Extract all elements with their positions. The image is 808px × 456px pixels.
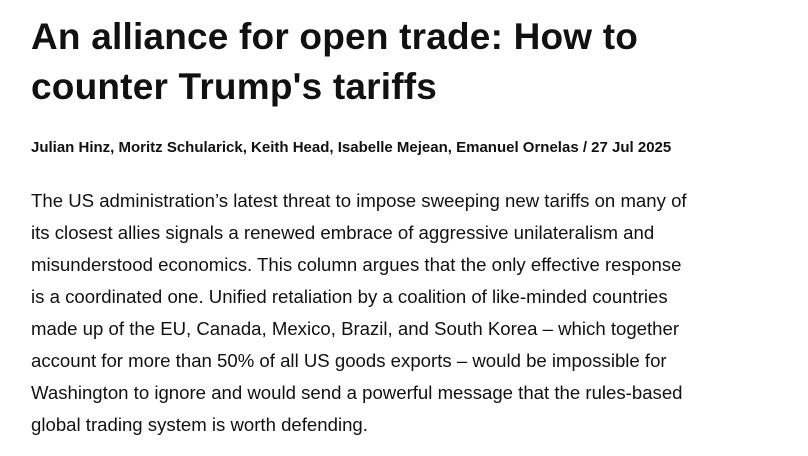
title-line: An alliance for open trade: How to	[31, 16, 639, 57]
byline: Julian Hinz, Moritz Schularick, Keith He…	[31, 139, 672, 156]
abstract-line: misunderstood economics. This column arg…	[31, 254, 682, 275]
abstract-line: The US administration’s latest threat to…	[31, 190, 687, 211]
abstract-line: account for more than 50% of all US good…	[31, 350, 667, 371]
abstract-line: made up of the EU, Canada, Mexico, Brazi…	[31, 318, 680, 339]
abstract-line: is a coordinated one. Unified retaliatio…	[31, 286, 668, 307]
abstract-line: its closest allies signals a renewed emb…	[31, 222, 655, 243]
abstract-line: global trading system is worth defending…	[31, 414, 368, 435]
abstract-line: Washington to ignore and would send a po…	[31, 382, 683, 403]
title-line: counter Trump's tariffs	[31, 66, 438, 107]
abstract: The US administration’s latest threat to…	[31, 185, 687, 441]
article-title: An alliance for open trade: How to counte…	[31, 12, 638, 112]
